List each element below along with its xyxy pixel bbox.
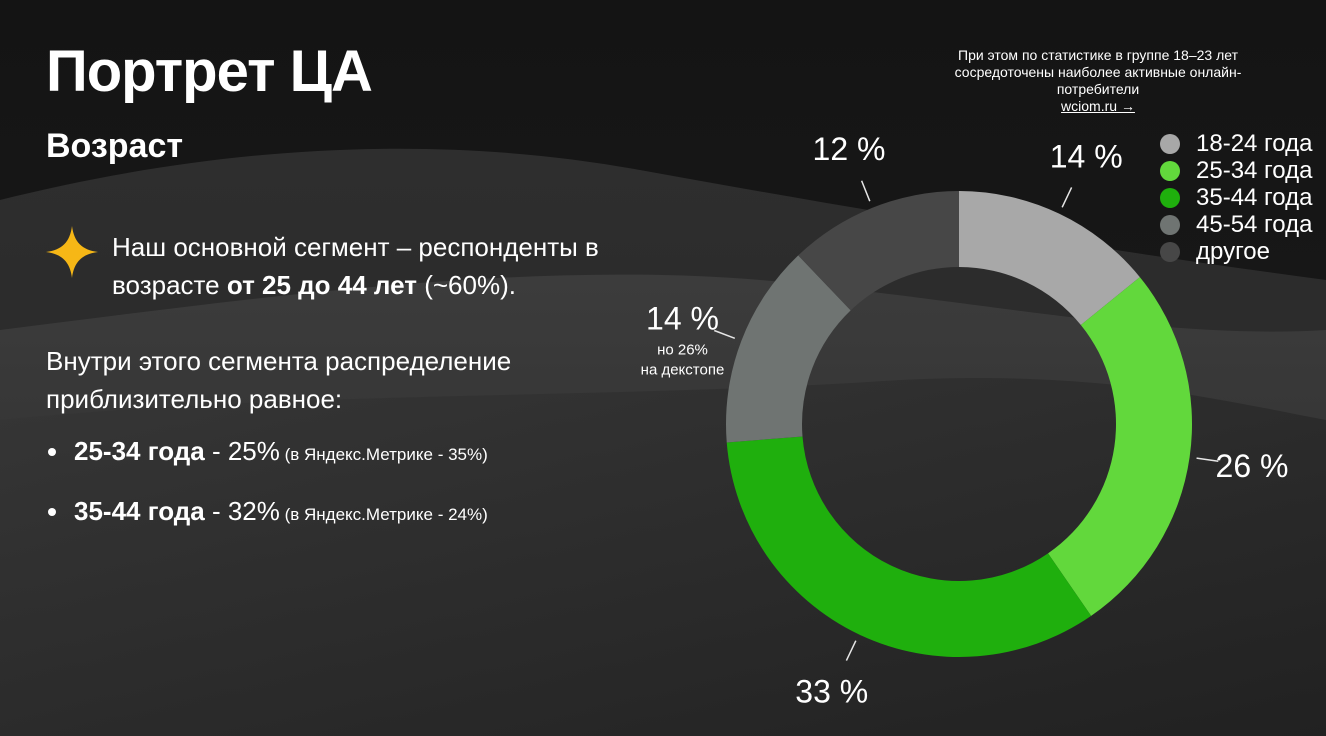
statistics-note: При этом по статистике в группе 18–23 ле…	[938, 47, 1258, 115]
page-subtitle: Возраст	[46, 127, 184, 165]
inner-segment-text: Внутри этого сегмента распределение приб…	[46, 346, 512, 414]
main-segment-text-after: (~60%).	[416, 270, 516, 300]
bullet-label: 35-44 года	[74, 496, 205, 526]
legend-swatch	[1160, 133, 1180, 154]
donut-slice-2	[726, 436, 1092, 657]
statistics-note-text: При этом по статистике в группе 18–23 ле…	[954, 47, 1242, 97]
star-icon	[46, 226, 98, 278]
legend-swatch	[1160, 214, 1180, 235]
donut-slice-1	[1048, 277, 1192, 616]
legend-item-3: 45-54 года	[1160, 211, 1312, 238]
bullet-list: 25-34 года - 25% (в Яндекс.Метрике - 35%…	[46, 432, 488, 552]
slice-label-1: 26 %	[1216, 448, 1289, 484]
bullet-value: - 25%	[204, 436, 280, 466]
leader-line-2	[845, 640, 857, 661]
bullet-note: (в Яндекс.Метрике - 24%)	[279, 505, 488, 524]
legend-swatch	[1160, 160, 1180, 181]
bullet-label: 25-34 года	[74, 436, 205, 466]
main-segment-text: Наш основной сегмент – респонденты в воз…	[112, 228, 702, 304]
bullet-item-25-34: 25-34 года - 25% (в Яндекс.Метрике - 35%…	[46, 432, 488, 474]
slice-label-4: 12 %	[813, 131, 886, 167]
chart-legend: 18-24 года 25-34 года 35-44 года 45-54 года…	[1160, 130, 1312, 265]
leader-line-1	[1196, 457, 1219, 463]
slice-note-3-0: но 26%	[657, 341, 708, 358]
donut-slice-0	[959, 191, 1140, 326]
bullet-item-35-44: 35-44 года - 32% (в Яндекс.Метрике - 24%…	[46, 492, 488, 534]
legend-swatch	[1160, 187, 1180, 208]
slice-note-3-1: на декстопе	[641, 361, 725, 378]
wciom-link[interactable]: wciom.ru →	[1061, 98, 1135, 114]
leader-line-3	[713, 329, 736, 340]
legend-swatch	[1160, 241, 1180, 262]
bullet-note: (в Яндекс.Метрике - 35%)	[279, 445, 488, 464]
main-segment-text-bold: от 25 до 44 лет	[226, 270, 417, 300]
leader-line-4	[860, 180, 871, 202]
legend-item-2: 35-44 года	[1160, 184, 1312, 211]
page-title: Портрет ЦА	[46, 39, 373, 104]
main-segment-text-before: Наш основной сегмент – респонденты в воз…	[112, 232, 599, 300]
legend-item-1: 25-34 года	[1160, 157, 1312, 184]
slice-label-0: 14 %	[1050, 139, 1123, 175]
legend-label: 18-24 года	[1196, 129, 1313, 157]
donut-slice-3	[726, 255, 851, 443]
legend-label: другое	[1196, 237, 1271, 265]
leader-line-0	[1061, 187, 1073, 208]
legend-label: 45-54 года	[1196, 210, 1313, 238]
slice-label-2: 33 %	[795, 673, 868, 709]
slice-label-3: 14 %	[646, 300, 719, 336]
bullet-value: - 32%	[204, 496, 280, 526]
legend-item-0: 18-24 года	[1160, 130, 1312, 157]
legend-label: 25-34 года	[1196, 156, 1313, 184]
legend-item-4: другое	[1160, 238, 1312, 265]
donut-slice-4	[798, 191, 959, 311]
legend-label: 35-44 года	[1196, 183, 1313, 211]
